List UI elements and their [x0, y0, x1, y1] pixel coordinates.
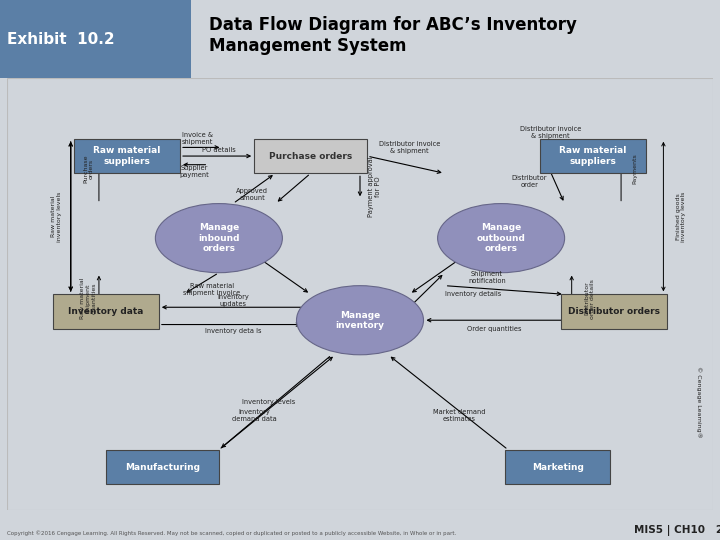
FancyBboxPatch shape: [53, 294, 159, 329]
Text: Distributor invoice
& shipment: Distributor invoice & shipment: [379, 141, 440, 154]
Text: Inventory levels: Inventory levels: [242, 399, 295, 406]
Text: Order quantities: Order quantities: [467, 326, 521, 332]
Text: Manufacturing: Manufacturing: [125, 463, 200, 471]
Text: MIS5 | CH10   20: MIS5 | CH10 20: [634, 525, 720, 536]
Text: Manage
inbound
orders: Manage inbound orders: [198, 223, 240, 253]
Text: Distributor
order: Distributor order: [512, 176, 547, 188]
Text: Distributor orders: Distributor orders: [568, 307, 660, 316]
Text: Exhibit  10.2: Exhibit 10.2: [7, 32, 114, 46]
Text: Marketing: Marketing: [531, 463, 583, 471]
Text: Inventory data: Inventory data: [68, 307, 144, 316]
Text: Shipment
notification: Shipment notification: [468, 271, 506, 284]
Text: Copyright ©2016 Cengage Learning. All Rights Reserved. May not be scanned, copie: Copyright ©2016 Cengage Learning. All Ri…: [7, 530, 456, 536]
Text: Inventory
updates: Inventory updates: [217, 294, 249, 307]
Text: Raw material
inventory levels: Raw material inventory levels: [51, 191, 62, 242]
Text: Payment approval
for PO: Payment approval for PO: [368, 156, 381, 217]
Text: © Cengage Learning®: © Cengage Learning®: [696, 366, 701, 438]
Text: Distributor
order details: Distributor order details: [584, 279, 595, 319]
Text: Data Flow Diagram for ABC’s Inventory
Management System: Data Flow Diagram for ABC’s Inventory Ma…: [209, 16, 577, 55]
Text: Manage
inventory: Manage inventory: [336, 310, 384, 330]
Text: Inventory deta ls: Inventory deta ls: [204, 328, 261, 334]
Text: Raw material
suppliers: Raw material suppliers: [94, 146, 161, 166]
Text: Payments: Payments: [633, 154, 638, 184]
FancyBboxPatch shape: [561, 294, 667, 329]
FancyBboxPatch shape: [254, 139, 367, 173]
FancyBboxPatch shape: [0, 0, 191, 78]
Text: Raw material
suppliers: Raw material suppliers: [559, 146, 626, 166]
FancyBboxPatch shape: [540, 139, 646, 173]
FancyBboxPatch shape: [505, 450, 611, 484]
Text: Purchase
orders: Purchase orders: [83, 155, 94, 183]
Text: Invoice &
shipment: Invoice & shipment: [182, 132, 213, 145]
Text: Market demand
estimates: Market demand estimates: [433, 409, 485, 422]
Text: Approved
amount: Approved amount: [236, 188, 269, 201]
Text: Inventory details: Inventory details: [445, 291, 501, 298]
FancyBboxPatch shape: [106, 450, 219, 484]
Ellipse shape: [297, 286, 423, 355]
Text: Purchase orders: Purchase orders: [269, 152, 352, 160]
Text: Raw material
shipment invoice: Raw material shipment invoice: [183, 284, 240, 296]
Text: Finished goods
inventory levels: Finished goods inventory levels: [675, 191, 686, 242]
Text: Supplier
payment: Supplier payment: [179, 165, 209, 178]
Ellipse shape: [438, 204, 564, 273]
Text: Distributor invoice
& shipment: Distributor invoice & shipment: [520, 126, 581, 139]
Text: Raw material
shipment
quantities: Raw material shipment quantities: [80, 278, 96, 319]
Text: Inventory
demand data: Inventory demand data: [232, 409, 276, 422]
FancyBboxPatch shape: [74, 139, 180, 173]
Ellipse shape: [156, 204, 282, 273]
Text: PO details: PO details: [202, 146, 235, 153]
Text: Manage
outbound
orders: Manage outbound orders: [477, 223, 526, 253]
